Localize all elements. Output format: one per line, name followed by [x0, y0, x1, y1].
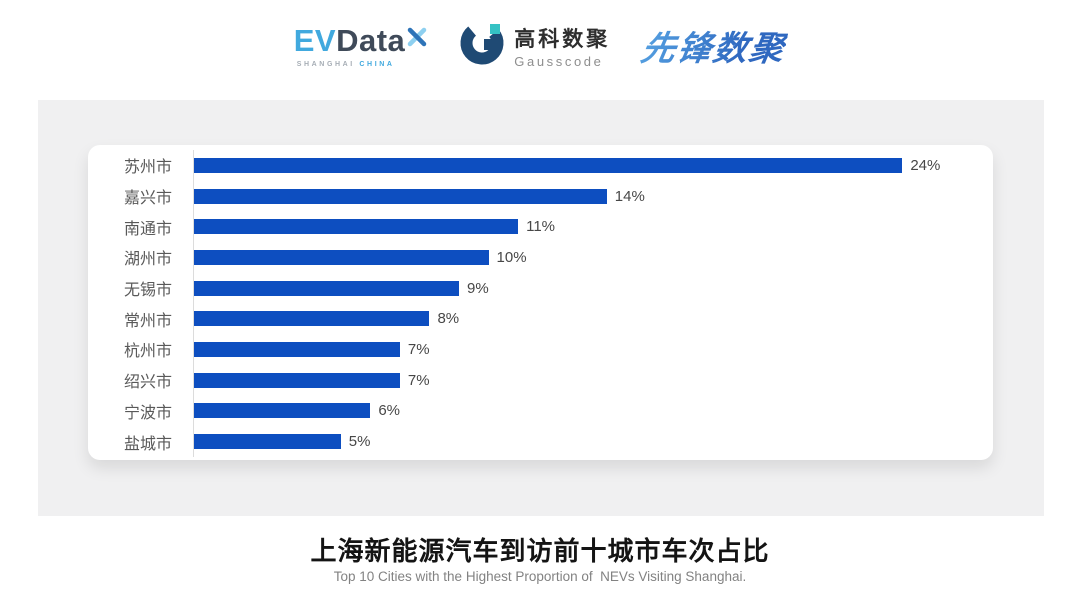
bar	[193, 219, 519, 235]
evdata-data-text: Data	[336, 23, 406, 58]
category-label: 南通市	[123, 220, 172, 238]
bar-row: 南通市 11%	[88, 211, 993, 242]
gausscode-cn-text: 高科数聚	[514, 27, 611, 51]
bar	[193, 341, 400, 357]
bar-plot-area: 14%	[185, 188, 991, 205]
bar-plot-area: 6%	[185, 402, 991, 419]
evdata-shanghai-text: SHANGHAI	[296, 61, 355, 68]
bar-chart: 苏州市 24% 嘉兴市 14% 南通市 11% 湖州市 10% 无锡市 9% 常州市 8% 杭州市 7% 绍…	[88, 150, 993, 457]
bar	[193, 311, 430, 327]
bar-row: 湖州市 10%	[88, 242, 993, 273]
bar-plot-area: 24%	[185, 157, 991, 174]
chart-title: 上海新能源汽车到访前十城市车次占比	[310, 536, 770, 566]
gausscode-en-text: Gausscode	[514, 53, 604, 69]
category-label: 常州市	[123, 312, 172, 330]
bar-plot-area: 8%	[185, 310, 991, 327]
value-label: 6%	[378, 402, 401, 420]
evdata-logo: EV Data SHANGHAI CHINA	[294, 23, 428, 68]
category-label: 湖州市	[123, 251, 172, 269]
evdata-wordmark: EV Data	[294, 23, 428, 59]
bar-row: 苏州市 24%	[88, 150, 993, 181]
bar	[193, 157, 903, 173]
bar-row: 绍兴市 7%	[88, 365, 993, 396]
chart-subtitle: Top 10 Cities with the Highest Proportio…	[333, 569, 747, 584]
category-label: 绍兴市	[123, 374, 172, 392]
gausscode-logo: 高科数聚 Gausscode	[459, 20, 610, 71]
evdata-ev-text: EV	[293, 23, 337, 58]
chart-card: 苏州市 24% 嘉兴市 14% 南通市 11% 湖州市 10% 无锡市 9% 常州市 8% 杭州市 7% 绍…	[88, 145, 993, 460]
category-label: 盐城市	[123, 435, 172, 453]
y-axis-line	[193, 150, 194, 457]
evdata-x-icon	[407, 19, 427, 55]
bar	[193, 403, 371, 419]
bar	[193, 280, 459, 296]
bar-row: 宁波市 6%	[88, 396, 993, 427]
value-label: 7%	[407, 371, 430, 389]
bar-row: 盐城市 5%	[88, 426, 993, 457]
value-label: 9%	[466, 279, 489, 297]
bar	[193, 372, 400, 388]
bar	[193, 188, 607, 204]
value-label: 5%	[348, 433, 371, 451]
bar-row: 无锡市 9%	[88, 273, 993, 304]
bar-plot-area: 11%	[185, 218, 991, 235]
bar-plot-area: 5%	[185, 433, 991, 450]
category-label: 苏州市	[123, 159, 172, 177]
value-label: 11%	[526, 218, 556, 236]
value-label: 8%	[437, 310, 460, 328]
value-label: 10%	[496, 248, 527, 266]
value-label: 14%	[614, 187, 645, 205]
bar-row: 嘉兴市 14%	[88, 181, 993, 212]
bar-row: 杭州市 7%	[88, 334, 993, 365]
value-label: 7%	[407, 340, 430, 358]
category-label: 杭州市	[123, 343, 172, 361]
gausscode-text: 高科数聚 Gausscode	[514, 23, 610, 69]
bar-rows: 苏州市 24% 嘉兴市 14% 南通市 11% 湖州市 10% 无锡市 9% 常州市 8% 杭州市 7% 绍…	[88, 150, 993, 457]
evdata-china-text: CHINA	[359, 61, 395, 68]
bar	[193, 434, 341, 450]
bar-plot-area: 7%	[185, 372, 991, 389]
category-label: 嘉兴市	[123, 190, 172, 208]
bar-row: 常州市 8%	[88, 303, 993, 334]
category-label: 无锡市	[123, 282, 172, 300]
gausscode-g-icon	[459, 20, 505, 71]
xianfeng-logo: 先锋数聚	[638, 21, 791, 70]
bar	[193, 249, 489, 265]
bar-plot-area: 7%	[185, 341, 991, 358]
bar-plot-area: 10%	[185, 249, 991, 266]
bar-plot-area: 9%	[185, 280, 991, 297]
value-label: 24%	[910, 156, 941, 174]
category-label: 宁波市	[123, 404, 172, 422]
logo-strip: EV Data SHANGHAI CHINA	[0, 20, 1080, 71]
evdata-subtext: SHANGHAI CHINA	[294, 61, 428, 68]
